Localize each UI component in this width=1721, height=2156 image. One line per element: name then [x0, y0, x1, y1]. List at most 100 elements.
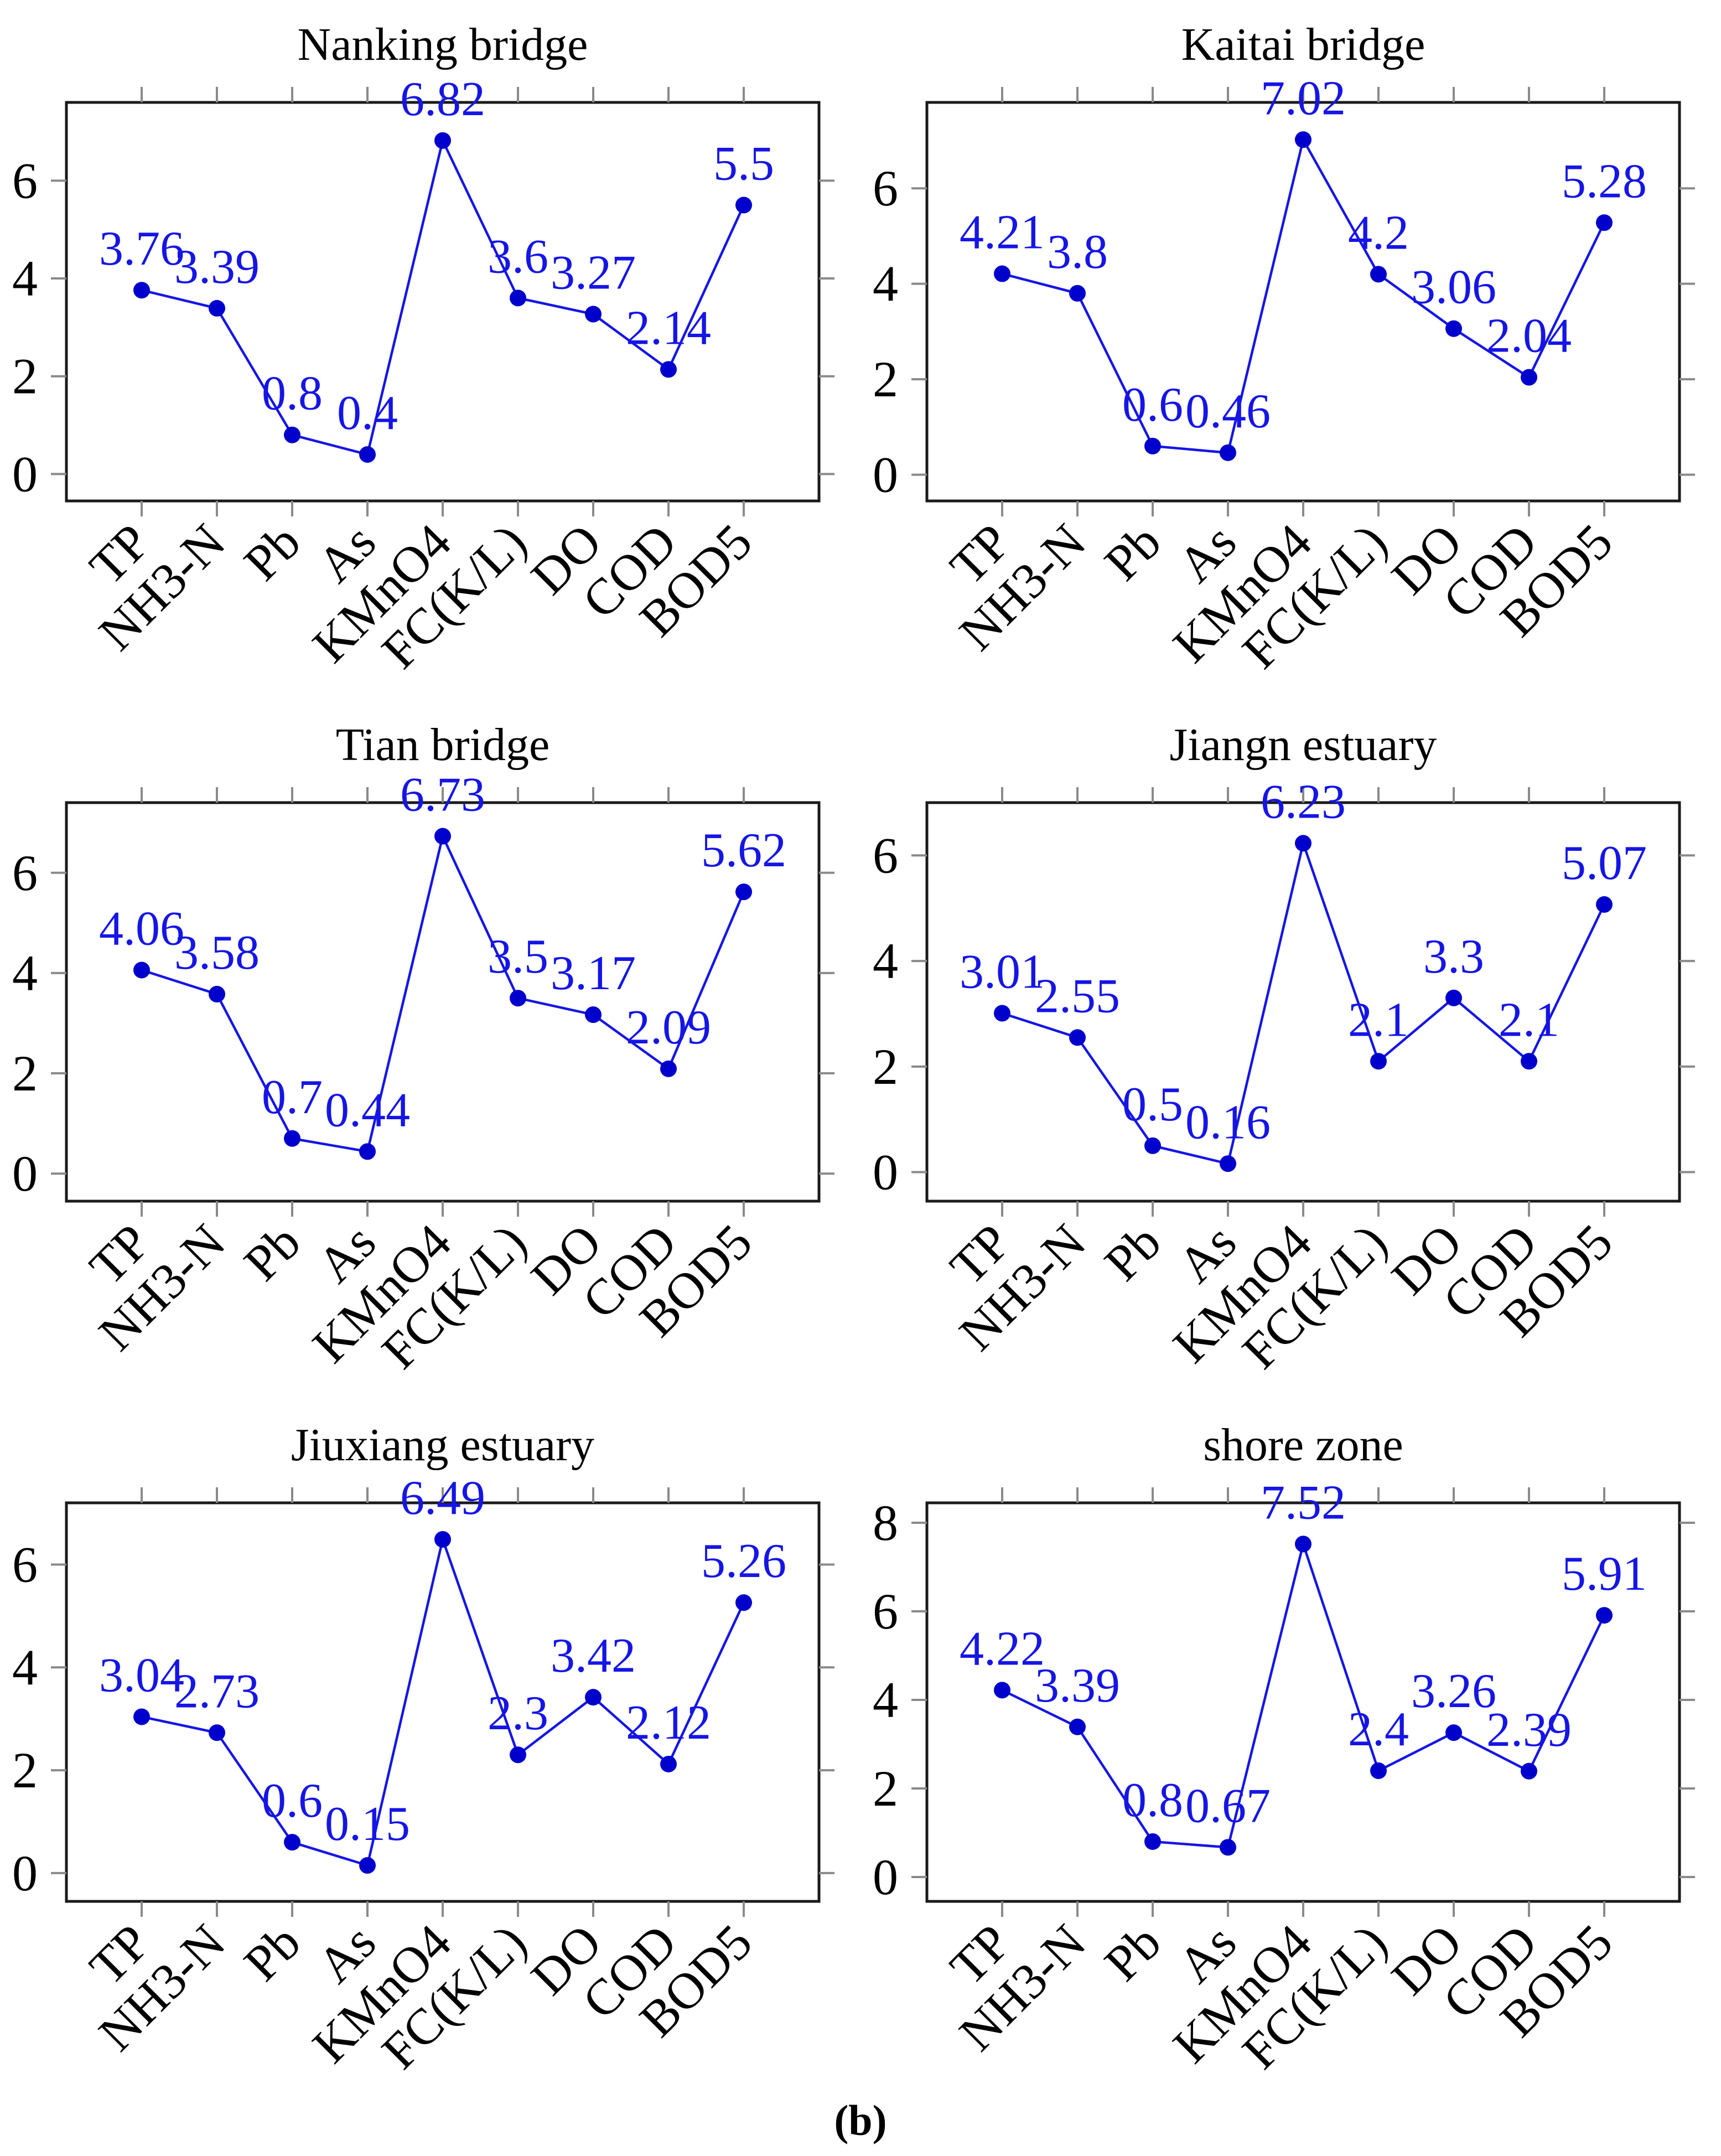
data-point — [209, 299, 225, 317]
data-points — [133, 1531, 752, 1874]
data-labels: 3.042.73 0.6 0.15 6.49 2.33.42 2.12 5.26 — [99, 1471, 786, 1851]
data-label: 4.06 — [99, 902, 184, 955]
chart-panel-nanking-bridge: Nanking bridge 0 2 4 6 TP NH3-N Pb As KMnO4 FC(K/L… — [0, 0, 860, 700]
data-label: 5.07 — [1562, 836, 1647, 890]
data-point — [585, 1006, 602, 1023]
data-point — [1370, 1762, 1387, 1779]
y-tick-labels: 0 2 4 6 8 — [873, 1495, 898, 1905]
data-label: 0.8 — [1122, 1774, 1183, 1827]
data-label: 4.2 — [1348, 206, 1409, 260]
data-point — [994, 1005, 1010, 1022]
chart-title: Jiangn estuary — [1170, 719, 1437, 771]
x-ticks — [1001, 1487, 1605, 1917]
chart-svg: shore zone 0 2 4 6 8 TPNH3-NPbAsKMnO4FC(K/L)DO… — [873, 1419, 1695, 2080]
data-point — [1596, 1607, 1613, 1624]
x-axis-label: Pb — [1093, 513, 1171, 591]
data-point — [735, 197, 752, 214]
data-label: 2.39 — [1486, 1703, 1572, 1757]
data-point — [209, 985, 225, 1002]
data-point — [510, 1746, 526, 1764]
chart-svg: Jiuxiang estuary 0 2 4 6 TPNH3-NPbAsKMnO4FC(K… — [12, 1419, 834, 2080]
data-label: 2.4 — [1348, 1703, 1409, 1756]
data-point — [284, 1130, 300, 1147]
data-label: 3.6 — [488, 230, 548, 283]
x-ticks — [141, 1487, 745, 1917]
chart-panel-tian-bridge: Tian bridge 0 2 4 6 TP NH3-N Pb As KMnO4 FC(K/L) DO… — [0, 700, 860, 1400]
y-tick-label: 0 — [12, 1845, 38, 1901]
data-label: 2.14 — [626, 301, 711, 355]
data-point — [1521, 369, 1537, 386]
data-point — [1220, 1839, 1236, 1856]
data-point — [1069, 285, 1086, 302]
data-point — [585, 306, 602, 323]
data-label: 0.8 — [262, 367, 323, 421]
data-point — [1370, 1053, 1387, 1070]
data-points — [133, 828, 752, 1160]
data-label: 7.02 — [1261, 71, 1346, 125]
data-point — [359, 1857, 376, 1874]
y-tick-label: 2 — [12, 1045, 38, 1102]
data-label: 0.16 — [1185, 1095, 1271, 1149]
data-point — [1144, 437, 1161, 454]
data-point — [434, 1531, 451, 1548]
y-tick-label: 2 — [12, 1742, 38, 1798]
y-tick-label: 2 — [12, 348, 38, 405]
data-label: 3.39 — [174, 240, 260, 294]
data-line — [141, 137, 745, 456]
chart-svg: Jiangn estuary 0 2 4 6 TPNH3-NPbAsKMnO4FC(K/L… — [873, 719, 1695, 1379]
data-point — [735, 1594, 752, 1611]
data-point — [1295, 1535, 1312, 1553]
data-point — [1370, 266, 1387, 283]
data-point — [1445, 320, 1462, 337]
data-label: 0.6 — [1122, 378, 1183, 432]
chart-svg: Kaitai bridge 0 2 4 6 TPNH3-NPbAsKMnO4FC(K/L)… — [873, 19, 1695, 679]
data-point — [359, 1143, 376, 1160]
x-ticks — [141, 87, 745, 516]
data-label: 6.73 — [400, 768, 485, 822]
data-point — [1445, 1724, 1462, 1741]
data-point — [735, 883, 752, 901]
data-points — [133, 132, 752, 463]
y-tick-label: 2 — [873, 1038, 898, 1095]
data-point — [1144, 1833, 1161, 1850]
data-label: 3.26 — [1411, 1664, 1496, 1718]
data-point — [434, 132, 451, 149]
chart-title: Jiuxiang estuary — [291, 1419, 594, 1471]
data-point — [284, 426, 300, 443]
chart-title: shore zone — [1203, 1419, 1403, 1471]
y-tick-label: 6 — [12, 1536, 38, 1593]
data-label: 2.55 — [1035, 969, 1120, 1023]
data-points — [994, 1535, 1613, 1856]
y-ticks — [911, 854, 1695, 1173]
data-label: 3.01 — [960, 945, 1045, 999]
data-points — [994, 131, 1613, 461]
data-point — [510, 289, 526, 307]
chart-title: Kaitai bridge — [1181, 19, 1425, 70]
y-tick-label: 0 — [873, 1849, 898, 1905]
chart-panel-jiangn-estuary: Jiangn estuary 0 2 4 6 TP NH3-N Pb As KMnO4 FC(K/L… — [860, 700, 1721, 1400]
data-point — [1596, 896, 1613, 913]
data-point — [1144, 1137, 1161, 1154]
chart-panel-jiuxiang-estuary: Jiuxiang estuary 0 2 4 6 TP NH3-N Pb As KMnO4 FC(K… — [0, 1400, 860, 2101]
data-point — [585, 1689, 602, 1706]
data-label: 6.23 — [1261, 775, 1346, 829]
chart-svg: Tian bridge 0 2 4 6 TPNH3-NPbAsKMnO4FC(K/L)DO… — [12, 719, 834, 1379]
data-label: 3.8 — [1047, 225, 1108, 279]
data-point — [1521, 1053, 1537, 1070]
data-point — [1295, 835, 1312, 852]
data-point — [994, 265, 1010, 282]
data-label: 3.17 — [551, 947, 636, 1000]
y-ticks — [51, 179, 834, 475]
data-point — [1295, 131, 1312, 148]
data-point — [1069, 1718, 1086, 1735]
data-point — [359, 446, 376, 463]
x-ticks — [1001, 787, 1605, 1217]
data-label: 3.39 — [1035, 1659, 1120, 1713]
data-point — [1596, 214, 1613, 231]
